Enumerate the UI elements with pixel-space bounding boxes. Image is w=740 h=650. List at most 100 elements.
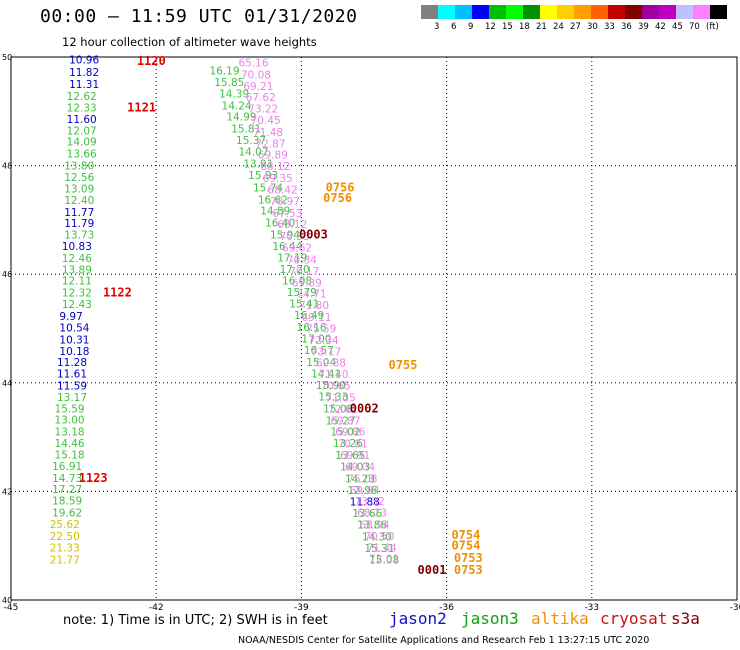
swh-value: 67.53: [272, 208, 302, 220]
swh-value: 14.89: [260, 206, 290, 218]
swh-value: 10.18: [59, 346, 89, 358]
swh-value: 13.18: [55, 427, 85, 439]
swh-value: 10.83: [62, 241, 92, 253]
color-swatch: [608, 5, 625, 19]
color-bar-labels: 3 6 9 12 15 18 21 24 27 30 33 36 39 42 45 70 (ft): [421, 22, 729, 34]
legend-altika: altika: [531, 609, 589, 628]
swh-value: 17.19: [277, 252, 307, 264]
color-bar-label: 21: [536, 22, 547, 32]
swh-value: 13.86: [357, 520, 387, 532]
swh-value: 13.66: [67, 149, 97, 161]
swh-value: 12.46: [62, 253, 92, 265]
swh-value: 15.33: [318, 391, 348, 403]
time-tag: 0001: [418, 563, 447, 577]
swh-value: 15.37: [236, 135, 266, 147]
time-tag: 1121: [127, 100, 156, 114]
color-bar-label: 70: [689, 22, 700, 32]
footer-credit: NOAA/NESDIS Center for Satellite Applica…: [238, 635, 650, 646]
color-bar-label: 39: [638, 22, 649, 32]
swh-value: 10.96: [69, 55, 99, 67]
color-swatch: [557, 5, 574, 19]
swh-value: 16.16: [297, 322, 327, 334]
swh-value: 73.17: [311, 346, 341, 358]
swh-value: 71.40: [318, 369, 348, 381]
y-tick-label: 42: [2, 487, 12, 496]
swh-value: 9.97: [59, 311, 82, 323]
swh-value: 73.32: [355, 496, 385, 508]
swh-value: 13.65: [335, 450, 365, 462]
swh-value: 15.31: [364, 543, 394, 555]
swh-value: 15.41: [289, 299, 319, 311]
swh-value: 15.81: [231, 124, 261, 136]
time-tag: 0754: [451, 528, 480, 542]
swh-value: 75.59: [306, 324, 336, 336]
swh-value: 14.24: [222, 100, 252, 112]
swh-value: 15.74: [253, 182, 283, 194]
swh-value: 11.79: [64, 218, 94, 230]
color-bar-label: 45: [672, 22, 683, 32]
swh-value: 70.08: [241, 69, 271, 81]
swh-value: 21.77: [50, 554, 80, 566]
swh-value: 15.79: [287, 287, 317, 299]
color-swatch: [421, 5, 438, 19]
time-tag: 0753: [454, 551, 483, 565]
x-tick-label: -36: [439, 603, 454, 613]
swh-value: 17.20: [280, 264, 310, 276]
swh-value: 13.91: [243, 158, 273, 170]
swh-value: 65.16: [238, 57, 268, 69]
swh-value: 74.71: [297, 289, 327, 301]
color-bar-label: (ft): [706, 22, 719, 32]
x-tick-label: -33: [584, 603, 599, 613]
swh-value: 16.19: [209, 66, 239, 78]
color-bar-label: 24: [553, 22, 564, 32]
swh-value: 72.01: [369, 554, 399, 566]
swh-value: 69.86: [335, 427, 365, 439]
time-tag: 1123: [79, 471, 108, 485]
color-swatch: [523, 5, 540, 19]
swh-value: 69.35: [263, 173, 293, 185]
swh-value: 68.42: [268, 184, 298, 196]
swh-value: 15.08: [323, 403, 353, 415]
color-swatch: [693, 5, 710, 19]
swh-value: 68.12: [260, 161, 290, 173]
color-swatch: [540, 5, 557, 19]
swh-value: 15.90: [316, 380, 346, 392]
swh-value: 11.77: [64, 207, 94, 219]
time-tag: 0756: [323, 191, 352, 205]
swh-value: 19.62: [52, 508, 82, 520]
swh-value: 11.88: [350, 497, 380, 509]
swh-value: 12.56: [64, 172, 94, 184]
y-tick-label: 44: [2, 379, 12, 388]
swh-value: 70.65: [321, 381, 351, 393]
chart-subtitle: 12 hour collection of altimeter wave hei…: [62, 35, 317, 49]
swh-value: 69.89: [258, 150, 288, 162]
swh-value: 14.07: [238, 146, 268, 158]
swh-value: 70.97: [270, 196, 300, 208]
swh-value: 11.28: [57, 357, 87, 369]
swh-value: 15.85: [214, 77, 244, 89]
swh-value: 69.89: [292, 277, 322, 289]
swh-value: 71.05: [326, 392, 356, 404]
swh-value: 69.91: [340, 450, 370, 462]
swh-value: 69.21: [243, 81, 273, 93]
swh-value: 15.08: [369, 554, 399, 566]
time-tag: 0755: [389, 358, 418, 372]
swh-value: 15.02: [330, 427, 360, 439]
color-swatch: [591, 5, 608, 19]
swh-value: 11.31: [69, 79, 99, 91]
swh-value: 71.48: [253, 127, 283, 139]
y-tick-label: 50: [2, 53, 12, 62]
color-swatch: [625, 5, 642, 19]
swh-value: 11.59: [57, 381, 87, 393]
swh-value: 11.60: [67, 114, 97, 126]
swh-value: 13.17: [57, 392, 87, 404]
color-bar-label: 27: [570, 22, 581, 32]
swh-value: 16.49: [294, 310, 324, 322]
swh-value: 16.44: [272, 241, 302, 253]
swh-value: 11.61: [57, 369, 87, 381]
time-tag: 0003: [299, 228, 328, 242]
x-tick-label: -42: [149, 603, 164, 613]
swh-value: 13.73: [64, 230, 94, 242]
swh-value: 72.61: [328, 404, 358, 416]
